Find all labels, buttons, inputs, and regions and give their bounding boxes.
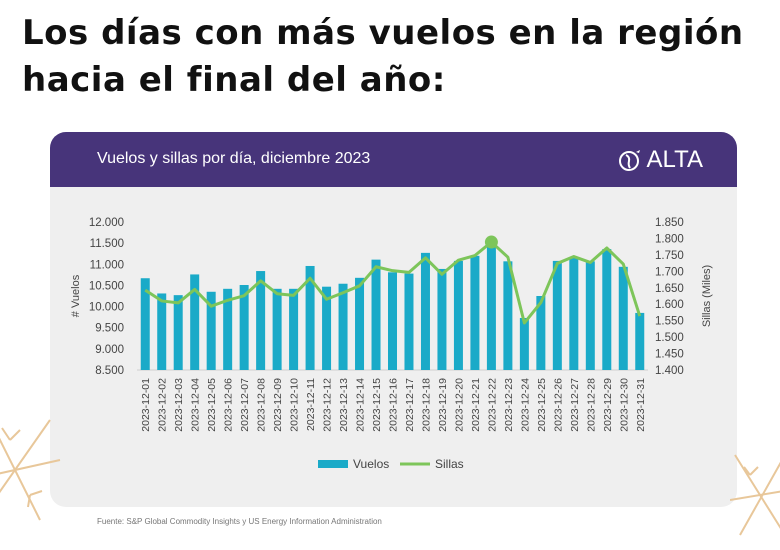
x-tick-label: 2023-12-08	[256, 378, 268, 432]
x-tick-label: 2023-12-19	[437, 378, 449, 432]
x-tick-label: 2023-12-17	[404, 378, 416, 432]
y-right-tick-label: 1.800	[655, 233, 684, 245]
x-tick-label: 2023-12-07	[239, 378, 251, 432]
x-tick-label: 2023-12-24	[519, 378, 531, 432]
bar-vuelos	[256, 271, 266, 370]
x-tick-label: 2023-12-31	[635, 378, 647, 432]
y-right-tick-label: 1.700	[655, 266, 684, 278]
bar-vuelos	[305, 265, 315, 370]
x-tick-label: 2023-12-11	[305, 378, 317, 431]
x-tick-label: 2023-12-15	[371, 378, 383, 432]
x-tick-label: 2023-12-20	[453, 378, 465, 432]
x-tick-label: 2023-12-12	[322, 378, 334, 432]
bar-vuelos	[404, 273, 414, 370]
bar-vuelos	[420, 252, 430, 370]
bar-vuelos	[552, 260, 562, 370]
x-tick-label: 2023-12-09	[272, 378, 284, 432]
y-right-tick-label: 1.650	[655, 283, 684, 295]
x-tick-label: 2023-12-02	[157, 378, 169, 432]
x-tick-label: 2023-12-13	[338, 378, 350, 432]
bar-vuelos	[140, 278, 150, 370]
y-left-tick-label: 10.000	[89, 302, 124, 314]
y-left-tick-label: 11.000	[90, 259, 124, 271]
headline-line-2: hacia el final del año:	[22, 60, 446, 100]
x-tick-label: 2023-12-29	[602, 378, 614, 432]
x-tick-label: 2023-12-28	[585, 378, 597, 432]
x-tick-label: 2023-12-14	[355, 378, 367, 432]
x-tick-label: 2023-12-21	[470, 378, 482, 432]
bar-vuelos	[602, 249, 612, 370]
x-tick-label: 2023-12-16	[388, 378, 400, 432]
y-right-axis-label: Sillas (Miles)	[701, 265, 713, 327]
y-right-tick-label: 1.600	[655, 299, 684, 311]
y-left-tick-label: 9.000	[95, 344, 124, 356]
headline: Los días con más vuelos en la región hac…	[22, 10, 767, 104]
x-tick-label: 2023-12-25	[536, 378, 548, 432]
bar-vuelos	[289, 288, 299, 370]
bar-vuelos	[453, 260, 463, 370]
globe-plane-icon	[618, 150, 640, 171]
snowflake-right-icon	[730, 454, 780, 536]
chart-header: Vuelos y sillas por día, diciembre 2023 …	[50, 132, 737, 187]
y-right-tick-label: 1.450	[655, 349, 684, 361]
line-sillas	[144, 240, 642, 325]
y-left-tick-label: 9.500	[95, 323, 124, 335]
bar-vuelos	[519, 317, 529, 370]
bar-vuelos	[470, 255, 480, 370]
y-right-tick-label: 1.750	[655, 250, 684, 262]
x-tick-label: 2023-12-10	[289, 378, 301, 432]
bar-vuelos	[388, 272, 397, 370]
x-tick-label: 2023-12-03	[173, 378, 185, 432]
bar-vuelos	[338, 283, 348, 370]
y-left-tick-label: 12.000	[89, 217, 124, 229]
bar-vuelos	[371, 259, 381, 370]
point-sillas	[484, 235, 498, 249]
bar-vuelos	[618, 266, 628, 370]
bar-vuelos	[223, 288, 233, 370]
bar-vuelos	[355, 277, 365, 370]
chart-title: Vuelos y sillas por día, diciembre 2023	[97, 150, 371, 167]
bar-vuelos	[437, 268, 447, 370]
x-tick-label: 2023-12-18	[420, 378, 432, 432]
headline-line-1: Los días con más vuelos en la región	[22, 13, 744, 53]
source-footer: Fuente: S&P Global Commodity Insights y …	[97, 517, 382, 526]
x-tick-label: 2023-12-01	[140, 378, 152, 432]
y-left-tick-label: 8.500	[95, 365, 124, 377]
y-right-tick-label: 1.550	[655, 316, 684, 328]
x-tick-label: 2023-12-30	[618, 378, 630, 432]
y-left-tick-label: 11.500	[90, 238, 124, 250]
y-right-tick-label: 1.500	[655, 332, 684, 344]
x-tick-label: 2023-12-06	[223, 378, 235, 432]
bar-vuelos	[486, 245, 496, 370]
bar-vuelos	[173, 295, 183, 370]
bar-vuelos	[206, 291, 216, 370]
bar-vuelos	[239, 285, 249, 370]
bar-vuelos	[503, 261, 513, 370]
x-tick-label: 2023-12-05	[206, 378, 218, 432]
x-tick-label: 2023-12-22	[486, 378, 498, 432]
bar-vuelos	[272, 288, 282, 370]
bar-vuelos	[157, 293, 167, 370]
x-tick-label: 2023-12-04	[190, 378, 202, 432]
y-left-axis-label: # Vuelos	[70, 274, 82, 317]
bar-vuelos	[322, 286, 332, 370]
alta-logo: ALTA	[617, 146, 703, 174]
legend-label-vuelos: Vuelos	[353, 457, 389, 471]
x-tick-label: 2023-12-23	[503, 378, 515, 432]
y-left-tick-label: 10.500	[89, 280, 124, 292]
x-tick-label: 2023-12-27	[569, 378, 581, 432]
bar-vuelos	[190, 274, 200, 370]
bar-vuelos	[635, 312, 645, 370]
bar-vuelos	[585, 261, 595, 370]
logo-text: ALTA	[646, 146, 703, 173]
x-tick-label: 2023-12-26	[552, 378, 564, 432]
y-right-tick-label: 1.850	[655, 217, 684, 229]
snowflake-left-icon	[0, 419, 61, 521]
legend-swatch-vuelos	[318, 460, 348, 468]
bar-vuelos	[569, 257, 579, 370]
bar-vuelos	[536, 296, 546, 370]
legend-label-sillas: Sillas	[435, 457, 464, 471]
y-right-tick-label: 1.400	[655, 365, 684, 377]
